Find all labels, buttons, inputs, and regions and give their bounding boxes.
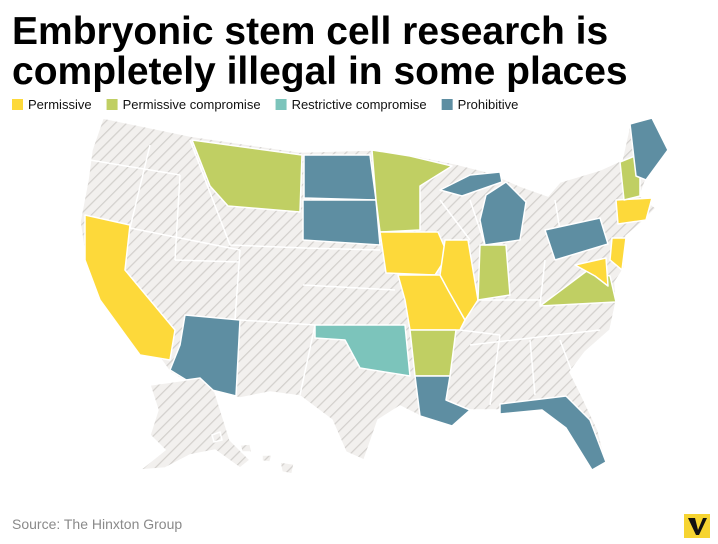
- state: [574, 257, 609, 287]
- hawaii: [211, 431, 295, 475]
- legend-swatch: [12, 99, 23, 110]
- state: [439, 171, 527, 246]
- state: [302, 199, 381, 246]
- state: [379, 231, 449, 276]
- alaska: [137, 377, 252, 471]
- logo: [684, 514, 710, 538]
- state: [371, 149, 453, 233]
- legend-label: Permissive: [28, 97, 92, 112]
- legend-label: Restrictive compromise: [292, 97, 427, 112]
- state: [544, 217, 609, 261]
- state: [84, 214, 176, 361]
- state: [314, 324, 411, 377]
- legend-swatch: [275, 99, 287, 110]
- map: [79, 117, 669, 475]
- source: Source: The Hinxton Group: [12, 516, 182, 532]
- state: [439, 239, 479, 321]
- state: [414, 375, 471, 427]
- legend: Permissive Permissive compromise Restricti…: [12, 97, 518, 112]
- state: [629, 117, 669, 181]
- legend-swatch: [106, 99, 118, 110]
- state: [409, 329, 457, 377]
- state: [539, 269, 617, 307]
- state: [303, 154, 377, 201]
- legend-swatch: [441, 99, 453, 110]
- logo-mark: [688, 518, 707, 535]
- state: [499, 395, 607, 471]
- state: [477, 244, 511, 301]
- state: [191, 139, 303, 213]
- legend-label: Permissive compromise: [123, 97, 261, 112]
- title-line: completely illegal in some places: [12, 50, 628, 93]
- title-line: Embryonic stem cell research is: [12, 10, 608, 53]
- state: [615, 197, 653, 225]
- state: [609, 237, 627, 271]
- legend-label: Prohibitive: [458, 97, 519, 112]
